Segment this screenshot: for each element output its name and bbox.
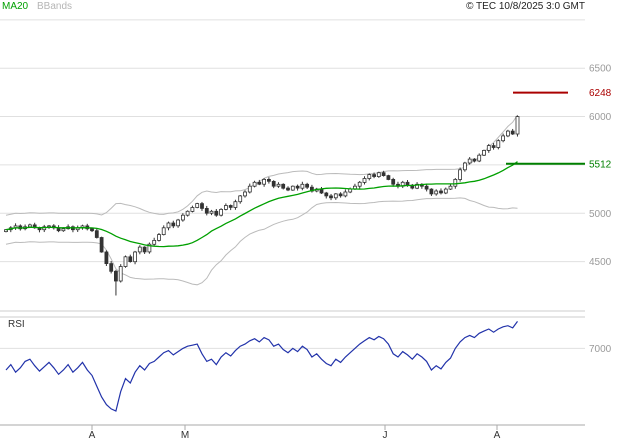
level-label: 6248 xyxy=(589,88,612,99)
price-axis-label: 6500 xyxy=(589,64,612,75)
ma20-line xyxy=(5,161,518,248)
month-label: J xyxy=(383,430,388,440)
price-axis-label: 6000 xyxy=(589,112,612,123)
price-axis-label: 5000 xyxy=(589,209,612,220)
month-label: M xyxy=(181,430,189,440)
panel-borders xyxy=(0,310,585,426)
rsi-panel-label: RSI xyxy=(8,319,25,330)
price-axis-label: 4500 xyxy=(589,257,612,268)
month-label: A xyxy=(494,430,501,440)
bollinger-bands xyxy=(5,114,518,286)
rsi-line xyxy=(5,321,518,412)
ma20-legend-label: MA20 xyxy=(2,1,29,12)
copyright-label: © TEC 10/8/2025 3:0 GMT xyxy=(466,1,585,12)
candles-layer xyxy=(4,115,520,296)
month-label: A xyxy=(89,430,96,440)
rsi-axis-label: 7000 xyxy=(589,344,612,355)
level-lines: 6248 5512 xyxy=(506,88,612,170)
main-gridlines xyxy=(0,19,585,263)
price-axis-labels: 6500 6000 5000 4500 xyxy=(589,64,612,268)
rsi-gridlines: 7000 xyxy=(0,344,612,355)
level-label: 5512 xyxy=(589,159,612,170)
bbands-legend-label: BBands xyxy=(37,1,73,12)
